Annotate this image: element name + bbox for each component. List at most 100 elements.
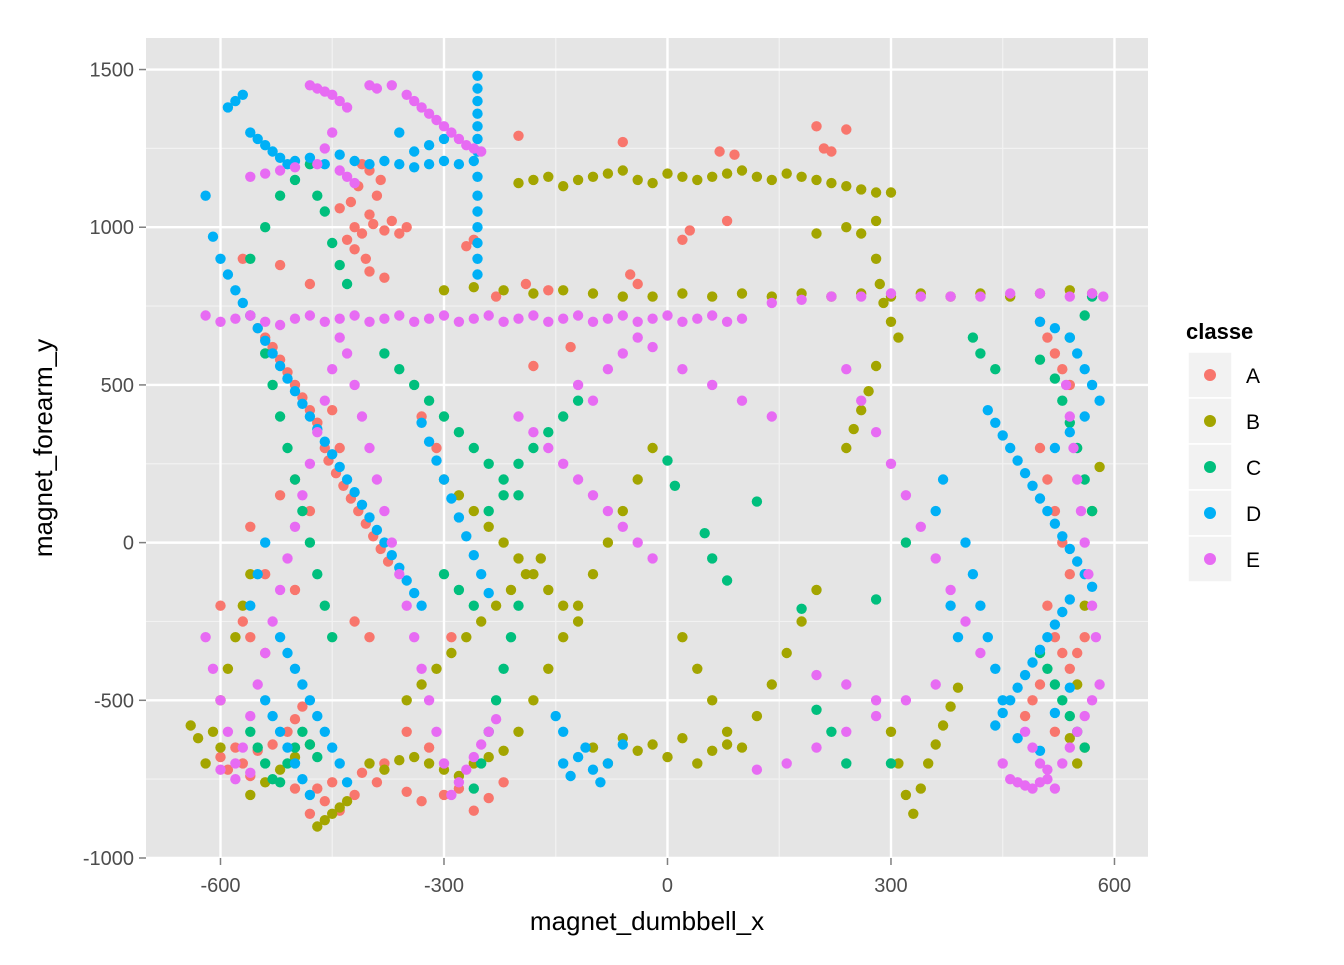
data-point: [1079, 411, 1090, 422]
data-point: [319, 395, 330, 406]
data-point: [274, 584, 286, 596]
data-point: [841, 726, 852, 737]
data-point: [274, 190, 286, 201]
data-point: [312, 821, 323, 832]
data-point: [677, 316, 688, 327]
data-point: [468, 313, 479, 324]
data-point: [1042, 332, 1053, 343]
data-point: [975, 348, 986, 359]
data-point: [781, 758, 792, 769]
data-point: [304, 505, 316, 517]
data-point: [856, 395, 867, 406]
data-point: [587, 316, 599, 327]
data-point: [841, 124, 852, 135]
data-point: [267, 616, 278, 627]
data-point: [215, 253, 226, 264]
data-point: [245, 171, 256, 182]
data-point: [289, 758, 301, 769]
data-point: [841, 181, 852, 192]
data-point: [766, 174, 777, 186]
data-point: [885, 726, 897, 737]
data-point: [558, 181, 569, 192]
data-point: [960, 537, 971, 548]
data-point: [572, 310, 584, 321]
data-point: [453, 512, 465, 523]
data-point: [304, 310, 316, 321]
data-point: [1019, 468, 1031, 479]
data-point: [1086, 600, 1098, 611]
x-tick-label: -600: [200, 875, 240, 897]
data-point: [334, 332, 345, 343]
data-point: [468, 600, 479, 611]
data-point: [856, 228, 867, 239]
data-point: [885, 316, 897, 327]
data-point: [274, 165, 286, 176]
data-point: [222, 102, 234, 113]
data-point: [483, 521, 494, 532]
data-point: [632, 278, 643, 290]
data-point: [274, 411, 286, 422]
data-point: [334, 461, 345, 473]
data-point: [274, 152, 286, 163]
data-point: [267, 710, 278, 722]
data-point: [677, 234, 688, 245]
data-point: [260, 348, 271, 359]
data-point: [513, 177, 524, 189]
data-point: [736, 288, 748, 299]
x-tick-label: -300: [424, 875, 464, 897]
data-point: [1098, 291, 1109, 302]
data-point: [319, 726, 330, 737]
data-point: [960, 616, 971, 627]
data-point: [215, 764, 226, 775]
data-point: [461, 632, 472, 643]
data-point: [334, 95, 345, 107]
data-point: [472, 70, 483, 82]
data-point: [379, 764, 390, 775]
data-point: [345, 196, 357, 208]
data-point: [647, 177, 658, 189]
data-point: [483, 458, 494, 469]
data-point: [1064, 291, 1076, 302]
data-point: [1049, 726, 1061, 737]
data-point: [498, 777, 509, 788]
data-point: [692, 313, 703, 324]
data-point: [543, 442, 554, 454]
data-point: [431, 455, 442, 466]
data-point: [453, 584, 465, 596]
data-point: [394, 569, 405, 580]
data-point: [327, 405, 338, 416]
data-point: [885, 758, 897, 769]
data-point: [245, 127, 256, 138]
data-point: [1034, 442, 1046, 454]
data-point: [997, 707, 1008, 719]
data-point: [423, 159, 435, 170]
data-point: [356, 411, 368, 422]
data-point: [1019, 669, 1031, 681]
data-point: [409, 632, 420, 643]
data-point: [1049, 348, 1061, 359]
data-point: [997, 758, 1008, 769]
data-point: [356, 767, 368, 778]
data-point: [416, 663, 427, 674]
data-point: [587, 490, 599, 501]
data-point: [394, 228, 405, 239]
data-point: [267, 739, 278, 750]
data-point: [498, 745, 509, 756]
data-point: [371, 524, 383, 536]
y-axis-title: magnet_forearm_y: [28, 339, 58, 557]
data-point: [1034, 354, 1046, 365]
data-point: [364, 758, 375, 769]
data-point: [289, 783, 301, 794]
data-point: [1079, 600, 1090, 611]
data-point: [334, 149, 345, 160]
data-point: [230, 742, 241, 753]
data-point: [472, 222, 483, 233]
data-point: [364, 316, 375, 327]
data-point: [990, 417, 1001, 428]
data-point: [327, 632, 338, 643]
data-point: [468, 155, 479, 167]
data-point: [349, 222, 360, 233]
data-point: [461, 764, 472, 775]
x-tick-label: 300: [874, 875, 907, 897]
data-point: [632, 332, 643, 343]
